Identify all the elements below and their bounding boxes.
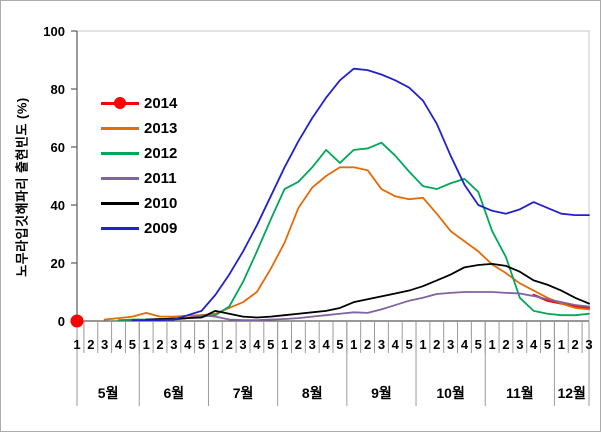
legend-line-icon <box>101 223 139 234</box>
legend-line-icon <box>101 148 139 159</box>
x-week-label: 2 <box>502 337 509 352</box>
legend-label: 2013 <box>144 120 178 137</box>
legend-line-marker-icon <box>101 97 139 109</box>
y-tick-label: 20 <box>51 256 65 271</box>
y-tick-label: 100 <box>43 24 65 39</box>
legend-item-2010: 2010 <box>101 191 177 216</box>
legend-item-2009: 2009 <box>101 216 177 241</box>
series-line-2009 <box>131 67 590 322</box>
x-week-label: 1 <box>281 337 288 352</box>
x-week-label: 5 <box>544 337 551 352</box>
x-week-label: 4 <box>322 337 330 352</box>
x-week-label: 5 <box>129 337 136 352</box>
legend-item-2011: 2011 <box>101 166 177 191</box>
series-line-2010 <box>145 262 590 321</box>
x-week-label: 3 <box>101 337 108 352</box>
series-line-2011 <box>159 291 590 322</box>
x-week-label: 1 <box>350 337 357 352</box>
x-week-label: 5 <box>475 337 482 352</box>
y-axis-title: 노무라입깃해파리 출현빈도 (%) <box>14 97 30 277</box>
legend-label: 2011 <box>144 170 177 187</box>
x-week-label: 5 <box>198 337 205 352</box>
x-week-label: 2 <box>433 337 440 352</box>
y-tick-label: 80 <box>51 82 65 97</box>
x-week-label: 4 <box>530 337 538 352</box>
x-week-label: 3 <box>309 337 316 352</box>
x-week-label: 4 <box>184 337 192 352</box>
x-week-label: 1 <box>489 337 496 352</box>
x-week-label: 3 <box>239 337 246 352</box>
x-week-label: 5 <box>336 337 343 352</box>
legend-label: 2012 <box>144 145 178 162</box>
y-tick-label: 40 <box>51 198 65 213</box>
legend: 2014 2013 2012 2011 2010 2009 <box>101 91 177 241</box>
legend-item-2012: 2012 <box>101 141 177 166</box>
x-month-label: 11월 <box>506 385 534 401</box>
x-week-label: 1 <box>212 337 219 352</box>
x-week-label: 4 <box>392 337 400 352</box>
x-week-label: 1 <box>73 337 80 352</box>
x-week-label: 4 <box>115 337 123 352</box>
legend-line-icon <box>101 123 139 134</box>
x-month-label: 6월 <box>164 385 185 401</box>
x-week-label: 2 <box>156 337 163 352</box>
x-month-label: 9월 <box>371 385 392 401</box>
x-week-label: 2 <box>295 337 302 352</box>
x-month-label: 7월 <box>233 385 254 401</box>
x-week-label: 2 <box>226 337 233 352</box>
x-week-label: 3 <box>516 337 523 352</box>
x-week-label: 5 <box>405 337 412 352</box>
x-month-label: 5월 <box>98 385 119 401</box>
legend-line-icon <box>101 198 139 209</box>
x-week-label: 2 <box>364 337 371 352</box>
y-tick-label: 60 <box>51 140 65 155</box>
y-tick-label: 0 <box>58 314 65 329</box>
x-month-label: 12월 <box>557 385 585 401</box>
x-week-label: 5 <box>267 337 274 352</box>
x-week-label: 3 <box>170 337 177 352</box>
x-week-label: 2 <box>572 337 579 352</box>
x-month-label: 10월 <box>436 385 464 401</box>
x-week-label: 3 <box>378 337 385 352</box>
x-week-label: 4 <box>461 337 469 352</box>
x-week-label: 1 <box>558 337 565 352</box>
x-week-label: 3 <box>585 337 592 352</box>
x-week-label: 1 <box>143 337 150 352</box>
legend-label: 2009 <box>144 220 178 237</box>
legend-item-2013: 2013 <box>101 116 177 141</box>
legend-line-icon <box>101 173 139 184</box>
x-month-label: 8월 <box>302 385 323 401</box>
x-week-label: 3 <box>447 337 454 352</box>
legend-label: 2014 <box>144 95 178 112</box>
x-week-label: 2 <box>87 337 94 352</box>
x-week-label: 4 <box>253 337 261 352</box>
legend-label: 2010 <box>144 195 178 212</box>
legend-item-2014: 2014 <box>101 91 177 116</box>
series-marker-2014 <box>70 314 84 328</box>
x-week-label: 1 <box>419 337 426 352</box>
